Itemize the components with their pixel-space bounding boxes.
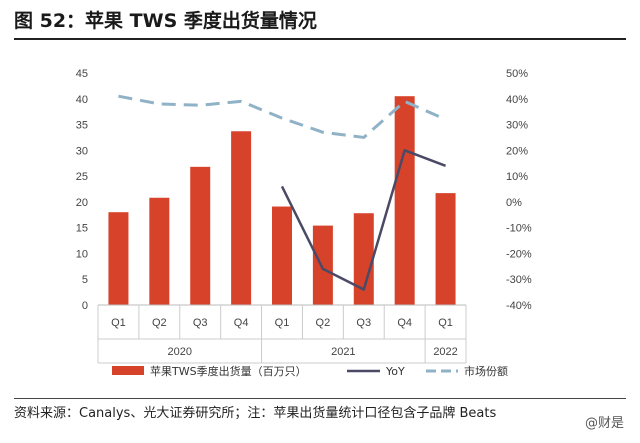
bar [190, 166, 211, 305]
watermark: @财是 [584, 416, 624, 431]
line-series [118, 94, 447, 291]
right-axis-ticks: -40% -30% -20% -10% 0% 10% 20% 30% 40% 50% [506, 68, 532, 312]
left-tick-label: 10 [76, 248, 88, 260]
title-divider [14, 38, 626, 40]
category-label: Q4 [234, 317, 249, 329]
market-share-line [118, 94, 447, 139]
bar [435, 193, 456, 305]
right-tick-label: 20% [506, 145, 528, 157]
category-label: Q1 [438, 317, 453, 329]
right-tick-label: -20% [506, 248, 532, 260]
right-tick-label: 40% [506, 94, 528, 106]
right-tick-label: 50% [506, 68, 528, 80]
right-tick-label: -30% [506, 274, 532, 286]
category-label: Q4 [397, 317, 412, 329]
category-label: Q1 [275, 317, 290, 329]
category-label: Q3 [193, 317, 208, 329]
legend-label: 苹果TWS季度出货量（百万只） [150, 364, 307, 378]
left-tick-label: 15 [76, 223, 88, 235]
bar [108, 212, 129, 305]
x-axis: Q1 Q2 Q3 Q4 Q1 Q2 Q3 Q4 Q1 2020 2021 2022 [97, 304, 467, 364]
source-note: 资料来源：Canalys、光大证券研究所；注：苹果出货量统计口径包含子品牌 Be… [14, 406, 497, 421]
yoy-line [280, 149, 446, 291]
bar-series [108, 96, 456, 305]
year-group-label: 2022 [433, 346, 457, 358]
chart: 0 5 10 15 20 25 30 35 40 45 -40% -30% -20% -10% 0% 10%… [76, 68, 532, 378]
right-tick-label: 30% [506, 120, 528, 132]
left-tick-label: 45 [76, 68, 88, 80]
category-label: Q1 [111, 317, 126, 329]
bar [231, 131, 252, 305]
year-group-label: 2020 [168, 346, 192, 358]
bar [394, 96, 415, 305]
bar [149, 197, 170, 305]
bar [272, 206, 292, 305]
left-tick-label: 25 [76, 171, 88, 183]
category-label: Q3 [356, 317, 371, 329]
left-tick-label: 5 [82, 274, 88, 286]
left-tick-label: 20 [76, 197, 88, 209]
legend-swatch-bar [112, 366, 144, 375]
right-tick-label: 10% [506, 171, 528, 183]
legend-label: YoY [385, 365, 405, 378]
right-tick-label: 0% [506, 197, 522, 209]
figure-title: 图 52：苹果 TWS 季度出货量情况 [14, 10, 317, 32]
source-divider [14, 398, 626, 399]
left-tick-label: 35 [76, 120, 88, 132]
legend-label: 市场份额 [464, 364, 508, 378]
left-tick-label: 30 [76, 145, 88, 157]
category-label: Q2 [316, 317, 331, 329]
bar [353, 213, 374, 305]
bar [312, 225, 333, 305]
left-tick-label: 40 [76, 94, 88, 106]
category-label: Q2 [152, 317, 167, 329]
right-tick-label: -10% [506, 223, 532, 235]
left-axis-ticks: 0 5 10 15 20 25 30 35 40 45 [76, 68, 88, 312]
legend: 苹果TWS季度出货量（百万只） YoY 市场份额 [112, 364, 508, 378]
left-tick-label: 0 [82, 300, 88, 312]
year-group-label: 2021 [331, 346, 355, 358]
right-tick-label: -40% [506, 300, 532, 312]
